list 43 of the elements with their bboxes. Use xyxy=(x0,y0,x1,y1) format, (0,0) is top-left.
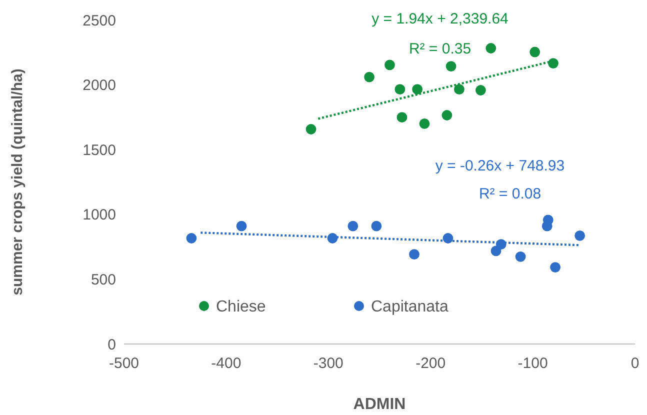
point xyxy=(371,220,382,232)
x-tick-label: -300 xyxy=(313,355,344,372)
point xyxy=(394,84,406,95)
x-tick-label: -500 xyxy=(108,355,140,372)
point xyxy=(486,43,496,54)
x-tick-label: -200 xyxy=(416,355,446,372)
x-tick-label: 0 xyxy=(630,355,640,372)
point xyxy=(364,72,374,82)
x-tick-label: -400 xyxy=(211,355,242,372)
annotation: y = -0.26x + 748.93 xyxy=(435,157,565,174)
point xyxy=(574,230,586,241)
point xyxy=(186,233,197,244)
annotation: R² = 0.08 xyxy=(478,185,542,202)
annotation: y = 1.94x + 2,339.64 xyxy=(372,10,508,28)
point xyxy=(446,61,456,72)
point xyxy=(542,214,554,226)
legend-label: Chiese xyxy=(216,298,266,316)
point xyxy=(306,124,316,134)
point xyxy=(475,85,486,96)
point xyxy=(409,249,420,260)
point xyxy=(454,84,464,95)
point xyxy=(442,110,452,120)
y-tick-label: 1000 xyxy=(82,206,116,224)
point xyxy=(236,220,247,232)
x-axis-title: ADMIN xyxy=(353,396,406,413)
legend-label: Capitanata xyxy=(371,298,448,316)
x-tick-label: -100 xyxy=(518,355,548,372)
y-tick-label: 500 xyxy=(90,271,116,288)
point xyxy=(412,84,423,95)
y-tick-label: 0 xyxy=(108,336,116,354)
y-tick-label: 2500 xyxy=(82,12,116,30)
y-tick-label: 2000 xyxy=(82,77,116,94)
annotation: R² = 0.35 xyxy=(408,40,472,58)
point xyxy=(419,118,430,129)
y-axis-title: summer crops yield (quintal/ha) xyxy=(9,68,26,296)
point xyxy=(530,46,540,58)
point xyxy=(396,112,408,123)
point xyxy=(548,58,558,68)
y-tick-label: 1500 xyxy=(82,142,116,159)
point xyxy=(384,60,395,70)
point xyxy=(550,262,560,272)
point xyxy=(348,220,358,232)
point xyxy=(515,251,526,262)
